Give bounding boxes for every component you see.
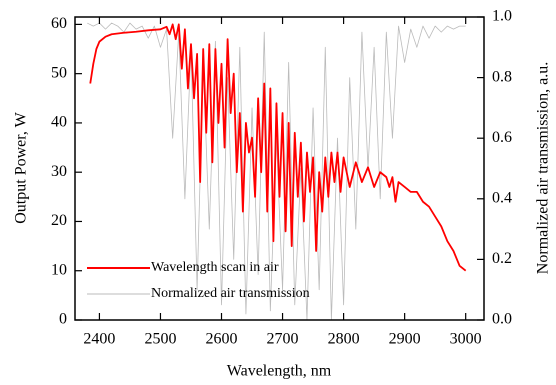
x-tick-label: 2400 (83, 331, 115, 348)
y2-tick-label: 0.6 (492, 129, 512, 146)
x-tick-label: 2500 (144, 331, 176, 348)
x-tick-label: 2900 (389, 331, 421, 348)
y2-tick-label: 0.8 (492, 68, 512, 85)
y2-axis-title: Normalized air transmission, a.u. (535, 62, 552, 274)
y-tick-label: 0 (59, 311, 67, 328)
x-tick-label: 2600 (206, 331, 238, 348)
y2-tick-label: 0.0 (492, 311, 512, 328)
x-tick-label: 3000 (450, 331, 482, 348)
plot-frame (74, 16, 485, 321)
y-tick-label: 10 (51, 261, 67, 278)
y-tick-label: 60 (51, 15, 67, 32)
x-tick-label: 2700 (267, 331, 299, 348)
y-tick-label: 40 (51, 114, 67, 131)
series-line (87, 22, 466, 320)
y-axis-title: Output Power, W (13, 111, 30, 223)
x-axis-title: Wavelength, nm (227, 363, 332, 380)
x-tick-label: 2800 (328, 331, 360, 348)
y2-tick-label: 0.4 (492, 189, 512, 206)
y-tick-label: 50 (51, 64, 67, 81)
legend-label: Normalized air transmission (151, 286, 310, 301)
legend-label: Wavelength scan in air (151, 260, 279, 275)
y-tick-label: 20 (51, 212, 67, 229)
y2-tick-label: 0.2 (492, 250, 512, 267)
y2-tick-label: 1.0 (492, 8, 512, 25)
y-tick-label: 30 (51, 163, 67, 180)
series-line (89, 23, 467, 272)
plot-area (87, 22, 467, 320)
